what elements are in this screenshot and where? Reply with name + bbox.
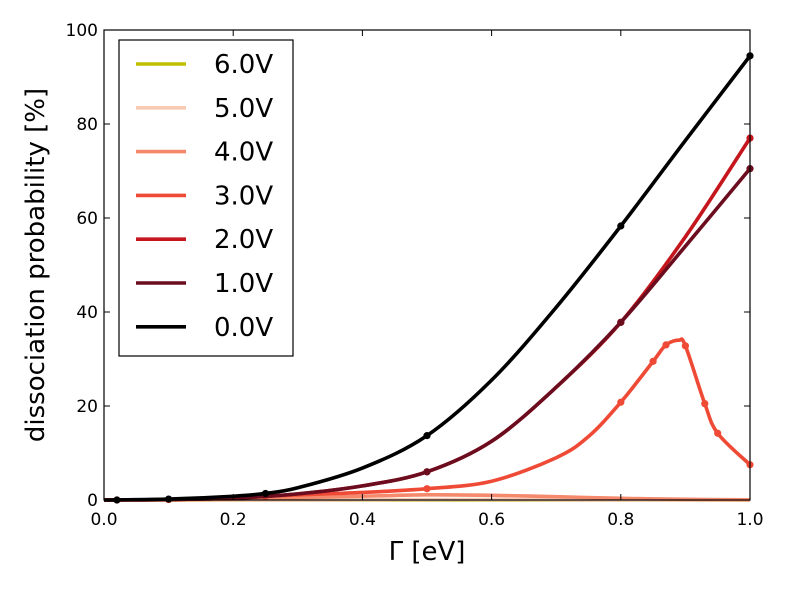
y-tick-label: 80 [76,115,98,135]
legend-entry-2.0V: 2.0V [136,225,273,255]
legend-entry-0.0V: 0.0V [136,313,273,343]
x-tick-label: 0.8 [607,510,634,530]
x-axis-label: Γ [eV] [389,537,466,567]
data-point-3.0V [662,341,670,349]
legend-entry-6.0V: 6.0V [136,50,273,80]
legend: 6.0V 5.0V 4.0V 3.0V 2.0V 1.0V 0.0V [118,39,294,357]
data-point-3.0V [423,485,431,493]
y-tick-label: 60 [76,209,98,229]
x-tick-label: 0.2 [220,510,247,530]
y-axis-label: dissociation probability [%] [21,88,51,442]
legend-label: 4.0V [214,138,273,168]
y-tick-label: 20 [76,397,98,417]
legend-box [118,39,294,357]
data-point-0.0V [617,222,625,230]
axes-frame [103,29,751,501]
legend-entry-3.0V: 3.0V [136,181,273,211]
x-tick-label: 0.4 [349,510,376,530]
legend-entry-5.0V: 5.0V [136,94,273,124]
x-tick-label: 1.0 [736,510,763,530]
data-point-1.0V [617,318,625,326]
x-tick-label: 0.0 [90,510,117,530]
legend-label: 6.0V [214,50,273,80]
y-tick-label: 100 [66,21,98,41]
legend-label: 1.0V [214,269,273,299]
legend-label: 2.0V [214,225,273,255]
ticks-layer: 0.0 0.2 0.4 0.6 0.8 1.0 0 20 40 60 80 100 [66,21,764,530]
data-point-3.0V [681,342,690,350]
y-tick-label: 0 [87,491,98,511]
data-point-0.0V [261,489,270,498]
data-point-3.0V [649,357,657,365]
data-point-3.0V [617,398,625,406]
legend-entry-1.0V: 1.0V [136,269,273,299]
legend-label: 0.0V [214,313,273,343]
legend-label: 5.0V [214,94,273,124]
data-point-1.0V [423,468,431,476]
x-tick-label: 0.6 [478,510,505,530]
data-point-0.0V [165,495,173,503]
data-point-3.0V [701,400,709,408]
data-point-3.0V [714,429,722,437]
y-tick-label: 40 [76,303,98,323]
legend-entry-4.0V: 4.0V [136,138,273,168]
legend-label: 3.0V [214,181,273,211]
data-point-0.0V [423,432,431,440]
